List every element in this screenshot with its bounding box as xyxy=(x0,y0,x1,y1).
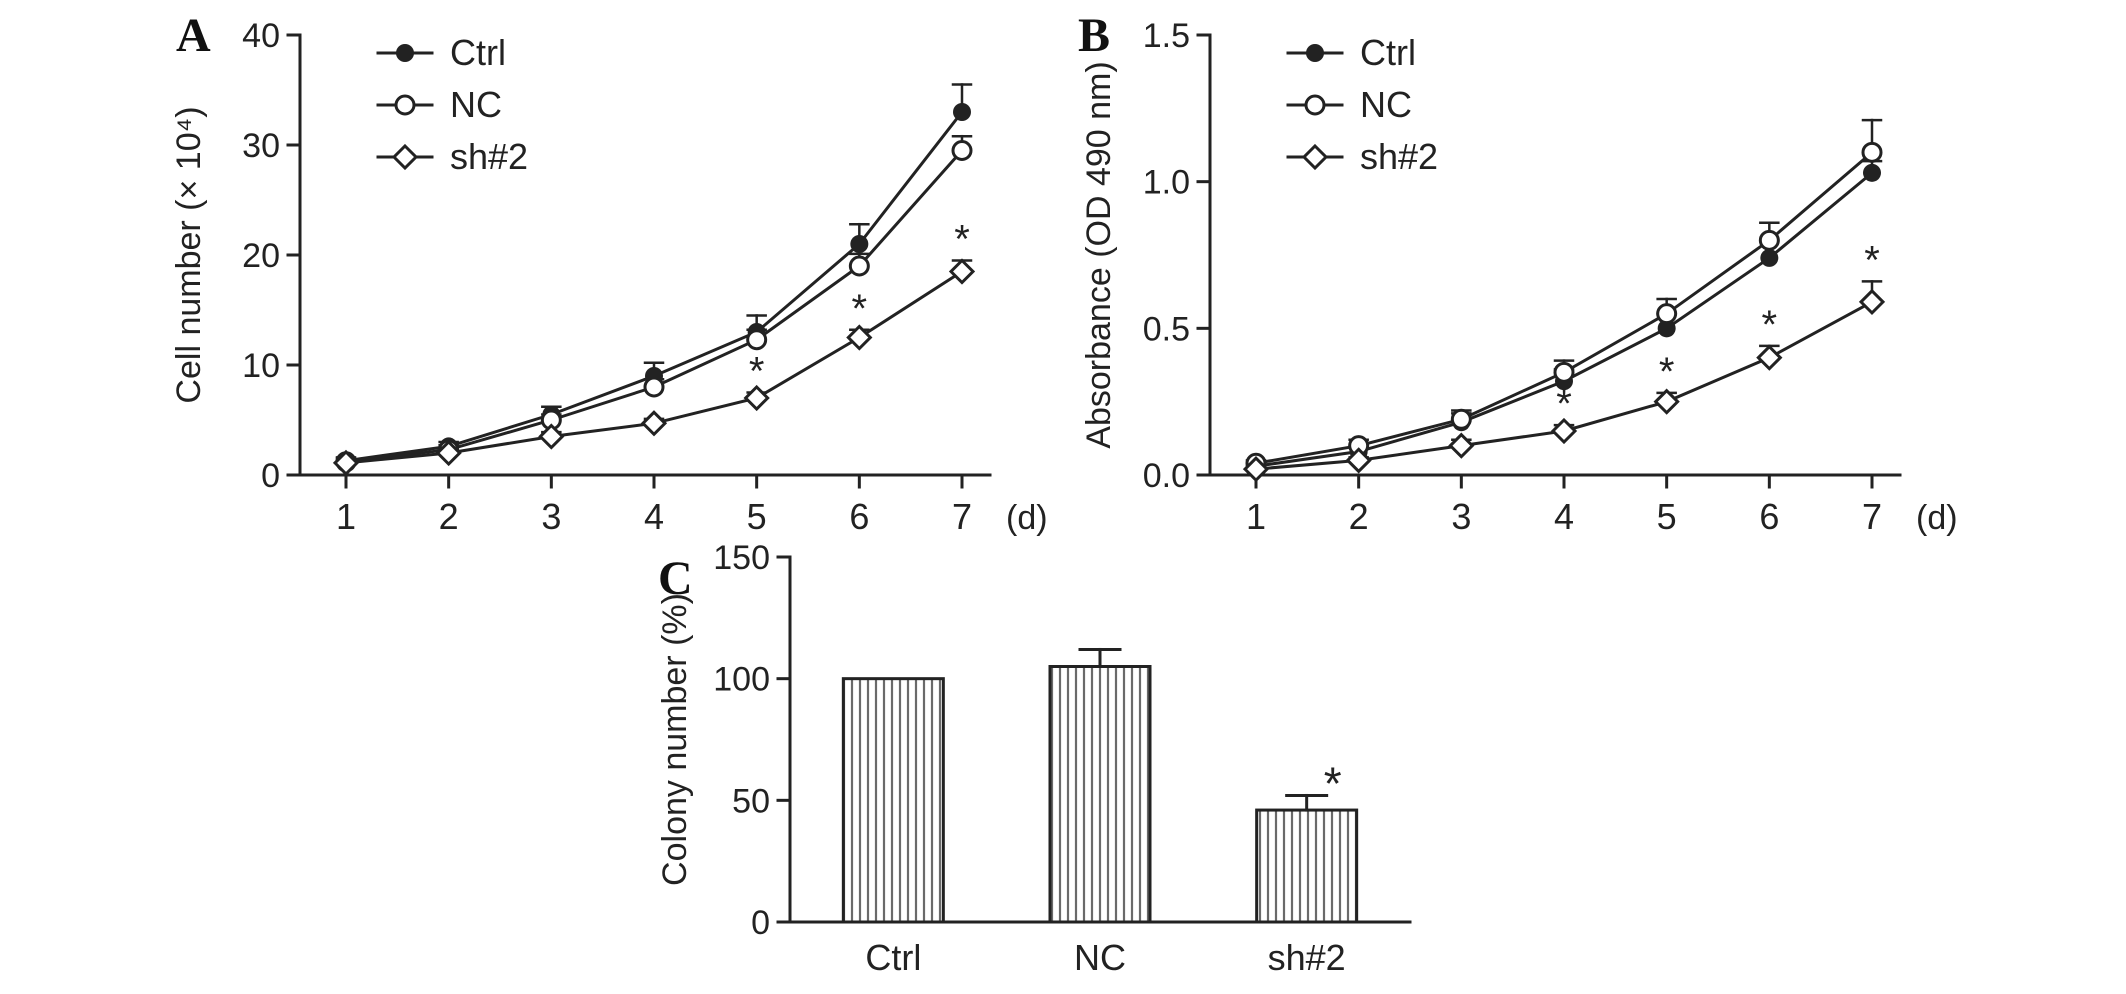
svg-text:5: 5 xyxy=(747,496,767,537)
svg-text:Ctrl: Ctrl xyxy=(1360,32,1416,73)
svg-text:*: * xyxy=(1762,303,1778,347)
svg-text:*: * xyxy=(1864,238,1880,282)
svg-text:Ctrl: Ctrl xyxy=(865,937,921,978)
svg-text:4: 4 xyxy=(644,496,664,537)
svg-text:3: 3 xyxy=(1451,496,1471,537)
svg-text:50: 50 xyxy=(732,782,770,820)
svg-text:150: 150 xyxy=(713,539,770,577)
panel-c-bar-chart: 0 50 100 150 Colony number (%) Ctrl NC * sh#2 xyxy=(656,539,1412,978)
svg-text:30: 30 xyxy=(242,127,280,165)
svg-text:Cell number (× 10⁴): Cell number (× 10⁴) xyxy=(170,106,208,403)
svg-text:0.5: 0.5 xyxy=(1143,310,1190,348)
svg-text:6: 6 xyxy=(1759,496,1779,537)
svg-text:NC: NC xyxy=(1074,937,1126,978)
svg-text:7: 7 xyxy=(952,496,972,537)
panel-c: C 0 50 100 150 Colony number (%) Ctrl NC * sh#2 xyxy=(600,535,1460,994)
svg-text:2: 2 xyxy=(1349,496,1369,537)
svg-text:7: 7 xyxy=(1862,496,1882,537)
svg-text:*: * xyxy=(1659,350,1675,394)
svg-text:1: 1 xyxy=(1246,496,1266,537)
svg-text:3: 3 xyxy=(541,496,561,537)
svg-text:2: 2 xyxy=(439,496,459,537)
svg-text:10: 10 xyxy=(242,347,280,385)
svg-text:sh#2: sh#2 xyxy=(1268,937,1346,978)
svg-text:sh#2: sh#2 xyxy=(1360,136,1438,177)
panel-b-line-chart: 0.0 0.5 1.0 1.5 1 2 3 4 5 6 7 (d) Absorbance (OD 490… xyxy=(1080,17,1958,537)
svg-text:6: 6 xyxy=(849,496,869,537)
svg-text:4: 4 xyxy=(1554,496,1574,537)
svg-text:0: 0 xyxy=(261,457,280,495)
svg-text:0.0: 0.0 xyxy=(1143,457,1190,495)
svg-text:5: 5 xyxy=(1657,496,1677,537)
svg-text:(d): (d) xyxy=(1916,499,1958,537)
panel-b: B 0.0 0.5 1.0 1.5 1 2 3 4 5 6 7 (d) Absorbance (OD 4… xyxy=(1060,0,2010,545)
svg-text:*: * xyxy=(954,218,970,262)
svg-text:sh#2: sh#2 xyxy=(450,136,528,177)
panel-c-label: C xyxy=(658,552,693,605)
svg-text:1.0: 1.0 xyxy=(1143,164,1190,202)
panel-a-line-chart: 0 10 20 30 40 1 2 3 4 5 6 7 (d) Cell number (× 10⁴) * *… xyxy=(170,17,1048,537)
svg-text:40: 40 xyxy=(242,17,280,55)
svg-text:Colony number (%): Colony number (%) xyxy=(656,593,694,886)
svg-text:20: 20 xyxy=(242,237,280,275)
svg-text:Ctrl: Ctrl xyxy=(450,32,506,73)
svg-text:0: 0 xyxy=(751,904,770,942)
svg-text:1.5: 1.5 xyxy=(1143,17,1190,55)
panel-a: A 0 10 20 30 40 1 2 3 4 5 6 7 (d) Cell number (× 10⁴)… xyxy=(150,0,1100,545)
panel-a-label: A xyxy=(176,9,211,62)
svg-text:*: * xyxy=(1324,757,1342,809)
svg-text:Absorbance (OD 490 nm): Absorbance (OD 490 nm) xyxy=(1080,61,1118,448)
svg-text:*: * xyxy=(749,350,765,394)
svg-text:NC: NC xyxy=(450,84,502,125)
svg-text:100: 100 xyxy=(713,661,770,699)
svg-text:*: * xyxy=(1556,382,1572,426)
svg-text:NC: NC xyxy=(1360,84,1412,125)
svg-text:(d): (d) xyxy=(1006,499,1048,537)
svg-text:1: 1 xyxy=(336,496,356,537)
panel-b-label: B xyxy=(1078,9,1111,62)
svg-text:*: * xyxy=(852,287,868,331)
